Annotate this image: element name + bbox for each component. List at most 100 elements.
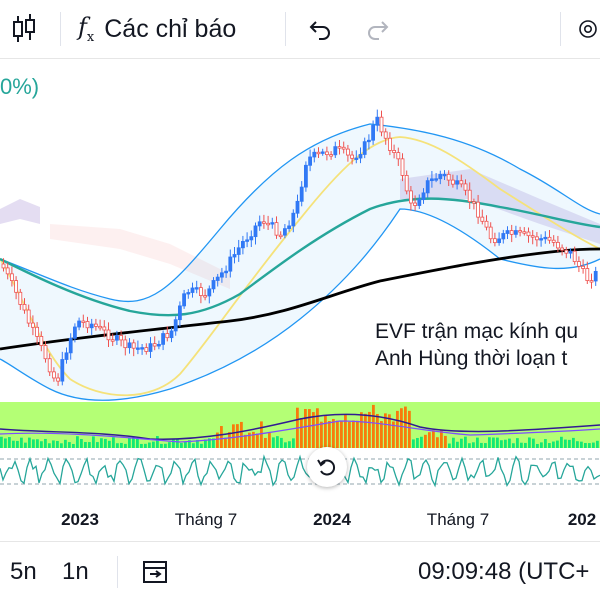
candle <box>156 343 161 347</box>
candle <box>26 309 31 324</box>
macd-bar <box>164 443 167 448</box>
candle <box>52 371 56 379</box>
candle <box>43 345 48 360</box>
macd-bar <box>428 432 431 448</box>
candle <box>514 230 518 235</box>
candle <box>333 146 338 156</box>
macd-bar <box>276 436 279 448</box>
macd-bar <box>492 437 495 448</box>
candle <box>471 201 476 204</box>
macd-bar <box>444 435 447 448</box>
macd-bar <box>376 413 379 448</box>
interval-5d-button[interactable]: 5n <box>10 557 37 585</box>
candle <box>572 250 577 262</box>
time-tick: Tháng 7 <box>426 510 490 529</box>
macd-bar <box>240 421 243 448</box>
macd-bar <box>512 443 515 448</box>
macd-bar <box>172 439 175 448</box>
candle <box>135 347 140 350</box>
macd-bar <box>116 443 119 448</box>
macd-bar <box>232 424 235 448</box>
macd-bar <box>44 438 47 448</box>
macd-bar <box>396 410 399 448</box>
candle <box>253 225 258 238</box>
macd-bar <box>48 443 51 448</box>
redo-button[interactable] <box>358 0 398 58</box>
candle <box>299 186 304 202</box>
macd-bar <box>380 421 383 448</box>
candle <box>278 234 283 238</box>
macd-bar <box>264 437 267 448</box>
macd-bar <box>320 421 323 448</box>
macd-bar <box>364 413 367 448</box>
candle <box>526 231 531 237</box>
macd-bar <box>560 436 563 448</box>
macd-bar <box>544 439 547 448</box>
candle <box>98 325 102 329</box>
candle <box>152 343 157 347</box>
macd-bar <box>308 409 311 448</box>
candle <box>438 174 443 180</box>
candle <box>85 321 90 329</box>
reset-chart-button[interactable] <box>307 447 347 487</box>
date-range-button[interactable] <box>140 542 170 601</box>
macd-bar <box>220 426 223 448</box>
macd-bar <box>84 442 87 448</box>
macd-bar <box>60 443 63 448</box>
candle <box>568 250 573 254</box>
candle <box>215 276 220 281</box>
candles-group <box>1 109 598 386</box>
macd-bar <box>28 437 31 448</box>
indicators-button[interactable]: fx Các chỉ báo <box>78 0 273 58</box>
macd-bar <box>104 438 107 448</box>
candle <box>165 333 170 339</box>
candle <box>417 199 422 206</box>
macd-bar <box>368 411 371 448</box>
candle <box>123 339 128 349</box>
candle <box>362 141 367 155</box>
macd-bar <box>192 443 195 448</box>
macd-bar <box>468 443 471 448</box>
clock-display[interactable]: 09:09:48 (UTC+ <box>418 557 590 585</box>
macd-bar <box>212 438 215 448</box>
candle <box>467 189 472 203</box>
candle <box>446 173 451 181</box>
interval-1y-button[interactable]: 1n <box>62 557 89 585</box>
candle <box>434 178 439 181</box>
macd-bar <box>32 439 35 448</box>
macd-bar <box>372 404 375 448</box>
candle <box>585 268 590 281</box>
candle <box>102 326 107 331</box>
candle <box>119 335 123 341</box>
settings-button[interactable] <box>576 0 600 58</box>
candle <box>488 226 493 240</box>
macd-bar <box>12 440 15 448</box>
candle <box>379 116 384 133</box>
candle <box>484 220 489 228</box>
macd-bar <box>124 443 127 448</box>
macd-bar <box>196 440 199 448</box>
candle <box>35 326 39 337</box>
chart-type-button[interactable] <box>6 0 42 58</box>
undo-icon <box>309 21 330 40</box>
macd-bar <box>324 415 327 448</box>
candle <box>60 359 65 382</box>
macd-bar <box>260 421 263 448</box>
macd-bar <box>584 443 587 448</box>
ma-black-line <box>0 247 600 351</box>
candle <box>131 342 136 349</box>
candle <box>505 230 510 234</box>
candle <box>240 241 245 249</box>
candle <box>249 236 254 241</box>
candle <box>560 247 564 251</box>
candle <box>1 263 6 269</box>
macd-bar <box>508 438 511 448</box>
macd-bar <box>412 439 415 448</box>
undo-button[interactable] <box>300 0 340 58</box>
candle <box>556 241 560 249</box>
candle <box>358 154 363 159</box>
candle <box>115 335 119 341</box>
bottom-divider <box>117 556 118 588</box>
candle <box>543 236 548 240</box>
price-chart[interactable] <box>0 59 600 499</box>
